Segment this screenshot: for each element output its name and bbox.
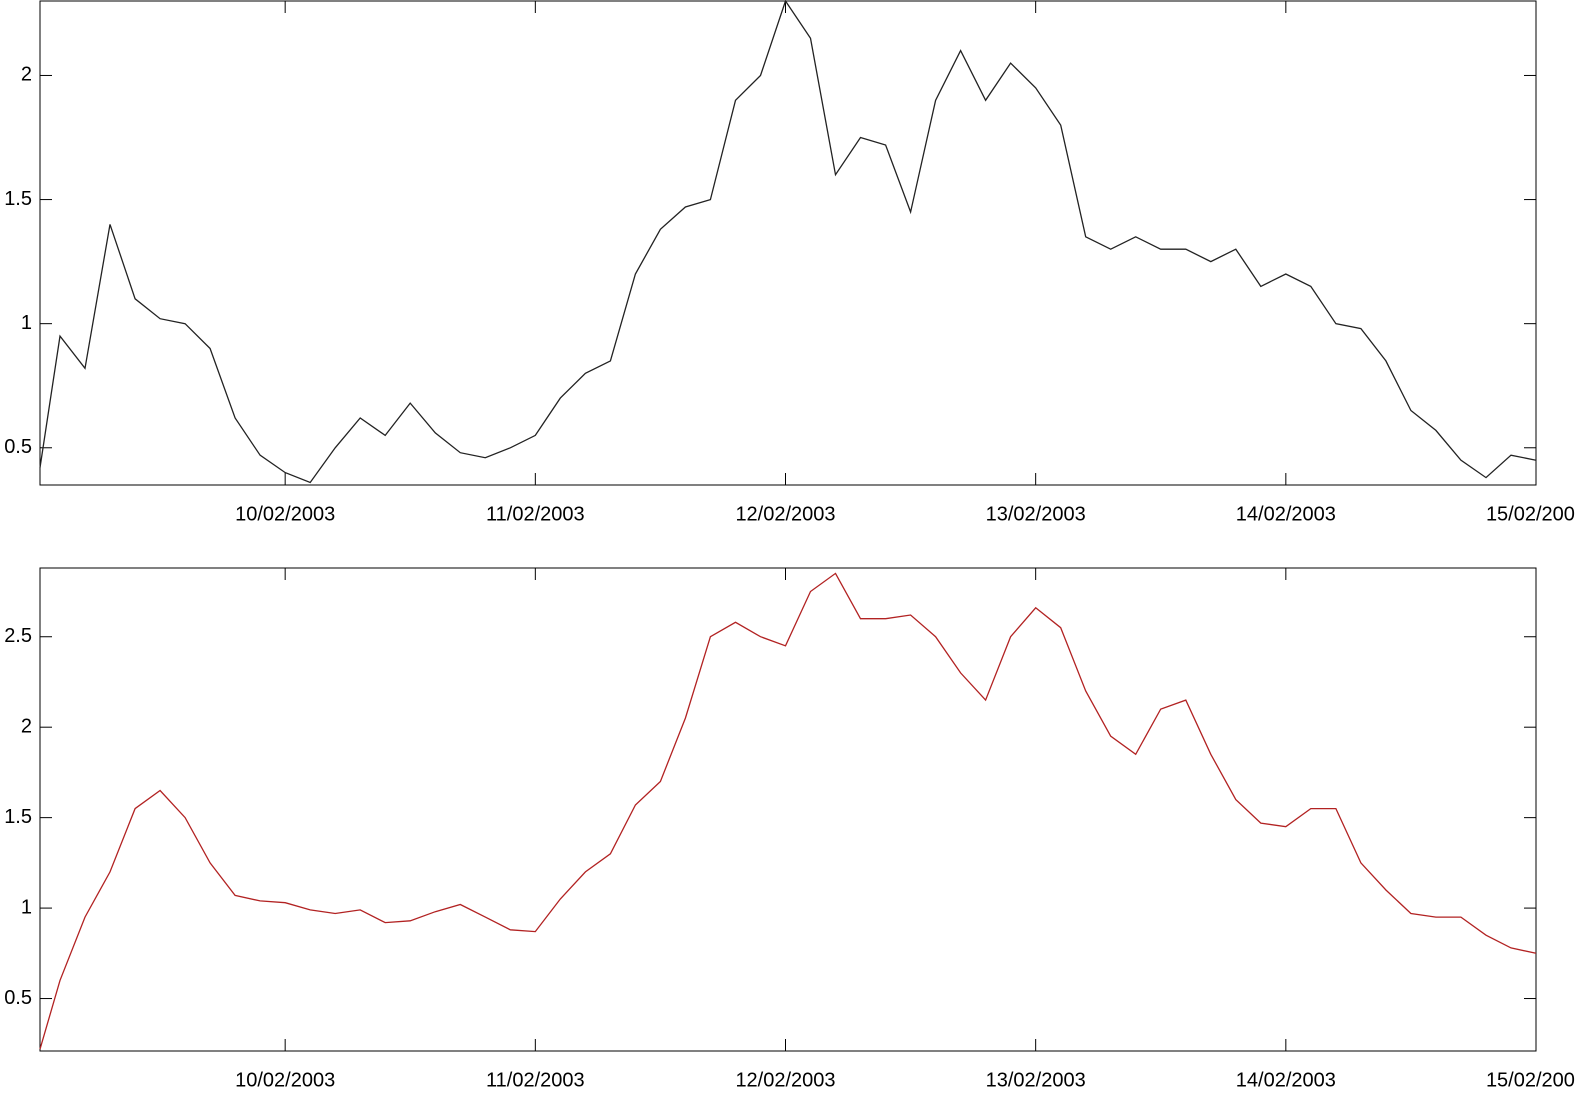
y-tick-label: 1 bbox=[21, 896, 32, 918]
y-tick-label: 1.5 bbox=[4, 188, 32, 210]
x-tick-label: 15/02/2003 bbox=[1486, 1069, 1575, 1091]
x-tick-label: 14/02/2003 bbox=[1236, 503, 1336, 525]
data-line bbox=[39, 572, 1537, 1050]
data-line bbox=[39, 0, 1537, 484]
x-tick-label: 12/02/2003 bbox=[735, 503, 835, 525]
y-tick-label: 2 bbox=[21, 64, 32, 86]
plot-frame bbox=[39, 0, 1537, 486]
y-tick-label: 0.5 bbox=[4, 436, 32, 458]
x-tick-label: 10/02/2003 bbox=[235, 503, 335, 525]
x-tick-label: 13/02/2003 bbox=[986, 503, 1086, 525]
y-tick-label: 2.5 bbox=[4, 625, 32, 647]
y-tick-label: 1 bbox=[21, 312, 32, 334]
x-tick-label: 11/02/2003 bbox=[486, 1069, 585, 1091]
plot-frame bbox=[39, 567, 1537, 1052]
x-tick-label: 14/02/2003 bbox=[1236, 1069, 1336, 1091]
x-tick-label: 13/02/2003 bbox=[986, 1069, 1086, 1091]
x-tick-label: 10/02/2003 bbox=[235, 1069, 335, 1091]
x-tick-label: 12/02/2003 bbox=[735, 1069, 835, 1091]
y-tick-label: 1.5 bbox=[4, 806, 32, 828]
x-tick-label: 15/02/2003 bbox=[1486, 503, 1575, 525]
y-tick-label: 0.5 bbox=[4, 987, 32, 1009]
x-tick-label: 11/02/2003 bbox=[486, 503, 585, 525]
y-tick-label: 2 bbox=[21, 715, 32, 737]
